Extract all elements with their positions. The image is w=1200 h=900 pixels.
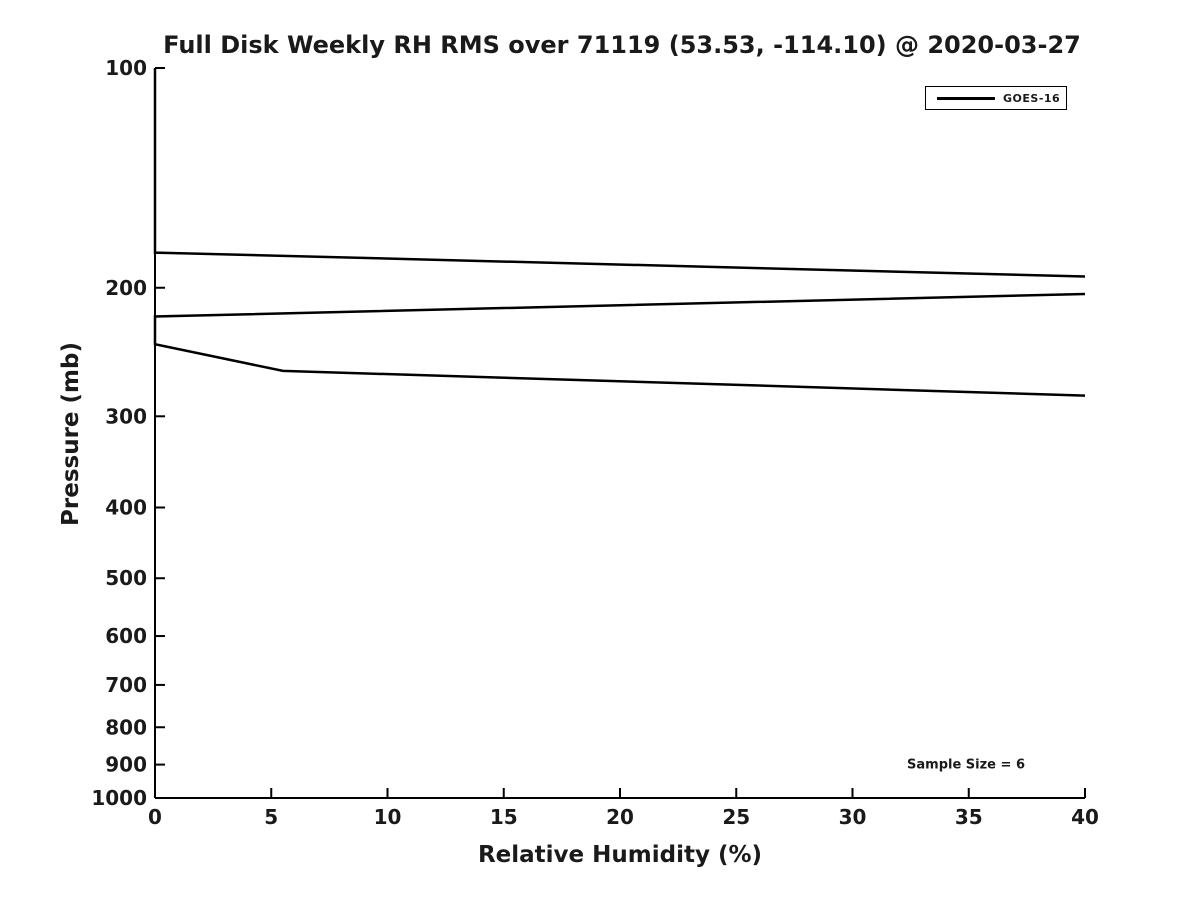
y-tick-label: 200 xyxy=(105,276,147,300)
series-line xyxy=(153,292,1086,397)
x-tick-label: 30 xyxy=(839,805,867,829)
x-axis-label: Relative Humidity (%) xyxy=(477,842,763,868)
y-tick-label: 1000 xyxy=(91,786,147,810)
y-tick-label: 600 xyxy=(105,624,147,648)
x-tick-label: 25 xyxy=(722,805,750,829)
y-tick-label: 800 xyxy=(105,715,147,739)
x-tick-label: 5 xyxy=(264,805,278,829)
y-tick-label: 100 xyxy=(105,56,147,80)
x-tick-label: 20 xyxy=(606,805,634,829)
y-tick-label: 400 xyxy=(105,496,147,520)
legend-line-sample xyxy=(937,96,995,100)
x-tick-label: 40 xyxy=(1071,805,1099,829)
legend-series-label: GOES-16 xyxy=(1003,91,1061,105)
x-tick-label: 15 xyxy=(490,805,518,829)
y-tick-label: 700 xyxy=(105,673,147,697)
chart-title: Full Disk Weekly RH RMS over 71119 (53.5… xyxy=(163,31,1081,59)
y-tick-label: 900 xyxy=(105,753,147,777)
x-tick-label: 0 xyxy=(148,805,162,829)
x-tick-label: 35 xyxy=(955,805,983,829)
sample-size-annotation: Sample Size = 6 xyxy=(907,757,1025,773)
x-tick-label: 10 xyxy=(374,805,402,829)
legend: GOES-16 xyxy=(925,86,1067,110)
series-line xyxy=(153,68,1086,278)
y-tick-label: 500 xyxy=(105,566,147,590)
y-tick-label: 300 xyxy=(105,404,147,428)
